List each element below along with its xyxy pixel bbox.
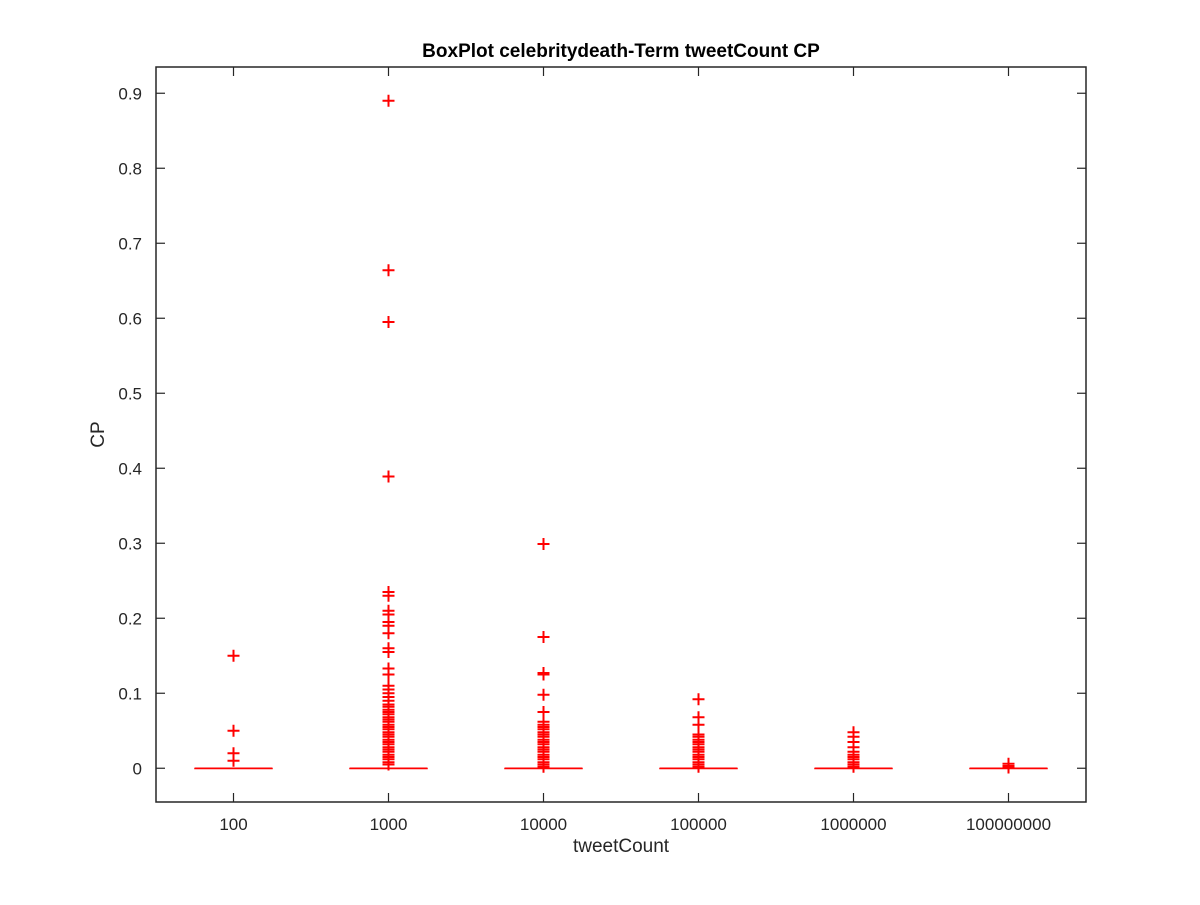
- x-tick-label: 1000: [370, 815, 408, 834]
- y-tick-label: 0.9: [118, 84, 142, 103]
- outlier-marker: [382, 646, 395, 658]
- y-tick-label: 0.2: [118, 609, 142, 628]
- outlier-marker: [227, 754, 240, 767]
- x-tick-label: 100000000: [966, 815, 1051, 834]
- y-tick-label: 0.4: [118, 459, 142, 478]
- outlier-marker: [537, 760, 550, 773]
- axis-ticks: 0 0.1 0.2 0.3 0.4 0.5 0.6 0.7 0.8 0.9 100 1000 10000…: [118, 67, 1086, 834]
- outlier-marker: [537, 631, 550, 643]
- outlier-marker: [847, 760, 860, 773]
- plot-frame: [155, 66, 1087, 803]
- outlier-marker: [227, 724, 240, 737]
- outlier-marker: [692, 760, 705, 773]
- y-axis-label: CP: [88, 421, 109, 447]
- x-tick-label: 10000: [520, 815, 567, 834]
- y-tick-label: 0: [133, 759, 142, 778]
- outlier-marker: [537, 668, 550, 681]
- outlier-marker: [382, 316, 395, 328]
- outlier-marker: [227, 649, 240, 662]
- outlier-marker: [382, 470, 395, 483]
- outlier-marker: [537, 688, 550, 701]
- x-tick-label: 100: [219, 815, 247, 834]
- chart-title: BoxPlot celebritydeath-Term tweetCount C…: [422, 41, 820, 62]
- x-tick-label: 100000: [670, 815, 727, 834]
- y-tick-label: 0.6: [118, 309, 142, 328]
- outlier-marker: [382, 264, 395, 277]
- y-tick-label: 0.3: [118, 534, 142, 553]
- x-axis-label: tweetCount: [573, 836, 670, 857]
- y-tick-label: 0.7: [118, 234, 142, 253]
- plot-area: [156, 67, 1086, 802]
- outlier-marker: [382, 627, 395, 640]
- outlier-marker: [382, 668, 395, 681]
- outlier-marker: [1002, 761, 1015, 774]
- y-tick-label: 0.1: [118, 684, 142, 703]
- outlier-marker: [692, 693, 705, 706]
- y-tick-label: 0.8: [118, 159, 142, 178]
- outlier-marker: [382, 758, 395, 771]
- outlier-marker: [382, 589, 395, 602]
- outlier-marker: [382, 94, 395, 107]
- outlier-markers: [227, 94, 1015, 774]
- x-tick-label: 1000000: [820, 815, 886, 834]
- outlier-marker: [537, 538, 550, 550]
- y-tick-label: 0.5: [118, 384, 142, 403]
